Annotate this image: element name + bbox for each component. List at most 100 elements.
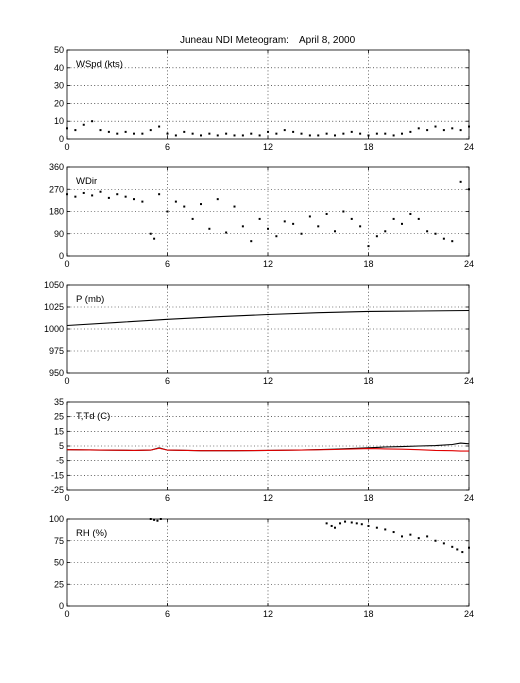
data-point — [74, 129, 77, 132]
y-tick-label: 50 — [54, 45, 64, 55]
data-point — [344, 520, 347, 523]
y-tick-label: 975 — [49, 346, 64, 356]
data-point — [149, 232, 152, 235]
data-point — [359, 225, 362, 228]
data-point — [208, 227, 211, 230]
data-point — [156, 519, 159, 522]
data-point — [233, 205, 236, 208]
data-point — [461, 551, 464, 554]
data-point — [149, 518, 152, 520]
data-point — [166, 210, 169, 213]
series-line-2 — [66, 447, 469, 452]
data-point — [426, 535, 429, 538]
x-tick-label: 18 — [363, 493, 373, 503]
data-point — [459, 129, 462, 132]
x-tick-label: 12 — [263, 142, 273, 152]
data-point — [241, 225, 244, 228]
data-point — [107, 196, 110, 199]
y-tick-label: 50 — [54, 558, 64, 568]
data-point — [375, 526, 378, 529]
data-point — [442, 542, 445, 545]
data-point — [283, 129, 286, 132]
data-point — [468, 188, 470, 191]
data-point — [468, 546, 470, 549]
data-point — [66, 193, 68, 196]
y-tick-label: 25 — [54, 579, 64, 589]
y-tick-label: 1025 — [44, 302, 64, 312]
data-point — [174, 134, 177, 137]
data-point — [359, 132, 362, 135]
data-point — [124, 130, 127, 133]
data-point — [426, 230, 429, 233]
data-point — [216, 134, 219, 137]
x-tick-label: 18 — [363, 259, 373, 269]
data-point — [159, 518, 162, 520]
panel-label: RH (%) — [76, 528, 107, 539]
data-point — [107, 130, 110, 133]
y-tick-label: -15 — [51, 470, 64, 480]
data-point — [426, 129, 429, 132]
data-point — [292, 222, 295, 225]
data-point — [91, 120, 94, 123]
data-point — [99, 129, 102, 132]
x-tick-label: 18 — [363, 609, 373, 619]
data-point — [350, 521, 353, 524]
data-point — [417, 127, 420, 130]
panel-label: T,Td (C) — [76, 411, 110, 422]
data-point — [91, 194, 94, 197]
data-point — [308, 134, 311, 137]
data-point — [317, 134, 320, 137]
x-tick-label: 12 — [263, 609, 273, 619]
x-tick-label: 0 — [64, 259, 69, 269]
data-point — [158, 193, 161, 196]
data-point — [208, 132, 211, 135]
data-point — [225, 231, 228, 234]
data-point — [174, 200, 177, 203]
x-tick-label: 6 — [165, 376, 170, 386]
x-tick-label: 12 — [263, 259, 273, 269]
x-tick-label: 0 — [64, 142, 69, 152]
data-point — [66, 127, 68, 130]
y-tick-label: 100 — [49, 514, 64, 524]
data-point — [325, 522, 328, 525]
data-point — [141, 132, 144, 135]
data-point — [392, 134, 395, 137]
x-tick-label: 24 — [464, 493, 474, 503]
x-tick-label: 24 — [464, 142, 474, 152]
data-point — [392, 217, 395, 220]
data-point — [334, 230, 336, 233]
y-tick-label: 15 — [54, 426, 64, 436]
data-point — [375, 235, 378, 238]
data-point — [342, 210, 345, 213]
data-point — [375, 132, 378, 135]
data-point — [308, 215, 311, 218]
panel-4: 0 6 12 18 24 -25 -15 -5 5 15 25 35 T,Td (C) — [51, 397, 474, 503]
data-point — [339, 522, 342, 525]
data-point — [434, 539, 437, 542]
data-point — [451, 240, 454, 243]
data-point — [409, 130, 412, 133]
data-point — [330, 524, 333, 527]
data-point — [409, 212, 412, 215]
series-line-1 — [66, 309, 470, 327]
data-point — [267, 227, 269, 230]
panel-5: 0 6 12 18 24 0 25 50 75 100 RH (%) — [49, 514, 474, 619]
data-point — [166, 132, 169, 135]
data-point — [191, 217, 194, 220]
data-point — [250, 132, 253, 135]
data-point — [442, 237, 445, 240]
data-point — [183, 130, 186, 133]
data-point — [153, 237, 156, 240]
data-point — [82, 123, 85, 126]
data-point — [133, 198, 135, 201]
data-point — [275, 235, 278, 238]
data-point — [417, 217, 420, 220]
y-tick-label: 35 — [54, 397, 64, 407]
data-point — [258, 217, 261, 220]
y-tick-label: 90 — [54, 229, 64, 239]
panel-1: 0 6 12 18 24 0 10 20 30 40 50 WSpd (kts) — [54, 45, 474, 152]
x-tick-label: 6 — [165, 493, 170, 503]
data-point — [292, 130, 295, 133]
y-tick-label: -25 — [51, 485, 64, 495]
data-point — [124, 195, 127, 198]
